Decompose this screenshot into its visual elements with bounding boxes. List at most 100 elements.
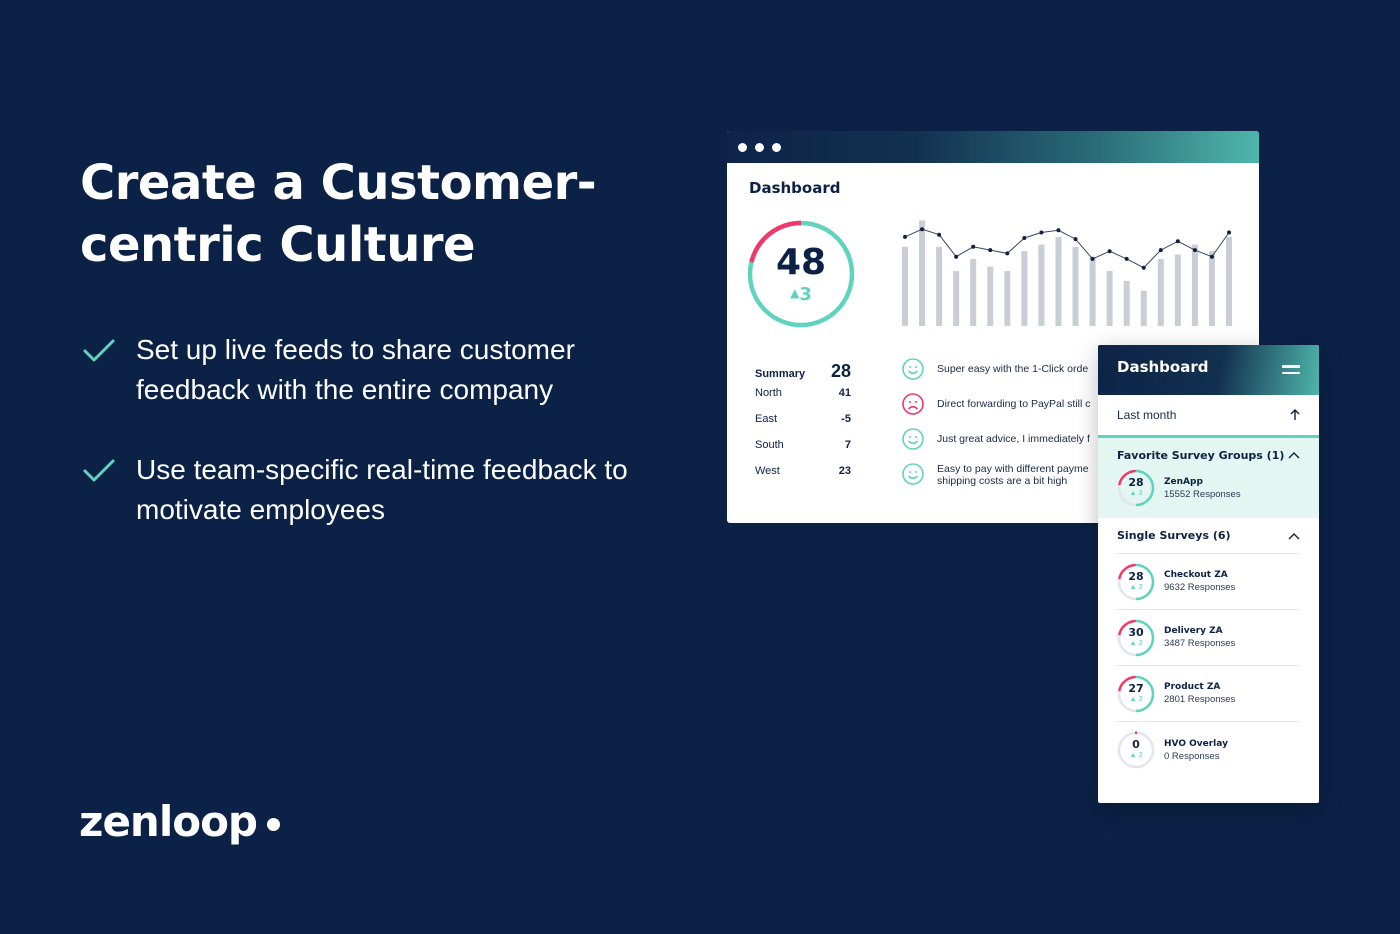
dashboard-window: Dashboard 48 ▲3 Summary 28 North 41 East -…: [727, 131, 1259, 523]
survey-item[interactable]: 27 ▲ 3 Product ZA 2801 Responses: [1117, 666, 1300, 722]
feedback-text: Easy to pay with different payme shippin…: [937, 463, 1089, 487]
favorite-groups-header[interactable]: Favorite Survey Groups (1): [1117, 438, 1300, 468]
summary-row: South 7: [755, 439, 851, 465]
chart-point: [1227, 230, 1231, 235]
chart-bar: [1004, 271, 1011, 326]
benefit-item: Use team-specific real-time feedback to …: [82, 450, 642, 530]
mini-score-gauge: 30 ▲ 3: [1117, 619, 1155, 657]
chart-point: [1022, 236, 1027, 240]
chart-point: [1141, 265, 1146, 270]
chart-bar: [970, 258, 977, 326]
survey-score: 0: [1132, 738, 1140, 751]
chart-point: [971, 244, 976, 249]
score-value: 48: [775, 242, 827, 283]
benefit-text: Set up live feeds to share customer feed…: [136, 334, 575, 405]
survey-name: Delivery ZA: [1164, 626, 1223, 636]
headline: Create a Customer-centric Culture: [80, 155, 597, 273]
mini-score-gauge: 27 ▲ 3: [1117, 675, 1155, 713]
region-label: North: [755, 387, 782, 399]
benefit-text: Use team-specific real-time feedback to …: [136, 454, 628, 525]
survey-item[interactable]: 28 ▲ 3 Checkout ZA 9632 Responses: [1117, 554, 1300, 610]
chart-bar: [936, 246, 943, 326]
chart-bar: [953, 271, 960, 326]
feedback-text: Super easy with the 1-Click orde: [937, 363, 1089, 375]
chevron-up-icon[interactable]: [1288, 451, 1300, 459]
mini-score-gauge: 28 ▲ 3: [1117, 469, 1155, 507]
chart-bar: [1174, 254, 1181, 326]
chart-point: [1209, 254, 1214, 259]
chart-point: [920, 227, 925, 232]
survey-score: 27: [1128, 681, 1144, 695]
mini-score-gauge: 28 ▲ 3: [1117, 563, 1155, 601]
sort-arrow-up-icon[interactable]: [1290, 409, 1300, 421]
chart-point: [1107, 249, 1112, 254]
survey-item[interactable]: 28 ▲ 3 ZenApp 15552 Responses: [1117, 468, 1300, 508]
window-titlebar: [727, 131, 1259, 163]
survey-delta: ▲ 3: [1129, 752, 1143, 759]
region-value: 41: [838, 387, 851, 399]
summary-label: Summary: [755, 368, 806, 380]
region-label: West: [755, 465, 780, 477]
score-delta: ▲3: [747, 284, 855, 305]
section-title: Single Surveys (6): [1117, 529, 1231, 542]
favorite-groups-section: Favorite Survey Groups (1) 28 ▲ 3 ZenApp…: [1098, 435, 1319, 518]
survey-name: HVO Overlay: [1164, 738, 1228, 749]
window-dot-icon[interactable]: [772, 143, 781, 152]
dashboard-title: Dashboard: [749, 179, 841, 197]
region-value: -5: [841, 413, 851, 425]
survey-score: 28: [1128, 569, 1144, 583]
feedback-item[interactable]: Super easy with the 1-Click orde: [901, 357, 1259, 392]
survey-delta: ▲ 3: [1129, 583, 1143, 591]
survey-delta-value: 3: [1138, 639, 1143, 647]
period-label: Last month: [1117, 408, 1177, 422]
logo-dot-icon: [267, 818, 281, 831]
chart-point: [1090, 256, 1095, 261]
gauge-ring-icon: [1117, 469, 1155, 507]
happy-face-icon: [902, 428, 924, 450]
score-gauge: 48 ▲3: [747, 220, 855, 328]
chart-point: [903, 234, 907, 239]
summary-row: Summary 28: [755, 361, 851, 387]
window-dot-icon[interactable]: [738, 143, 747, 152]
survey-name: ZenApp: [1164, 476, 1203, 487]
chart-point: [1073, 237, 1078, 242]
chart-point: [954, 254, 959, 259]
chart-line: [904, 228, 1230, 269]
single-surveys-section: Single Surveys (6) 28 ▲ 3 Checkout ZA 96…: [1098, 518, 1319, 778]
chart-bar: [1089, 256, 1096, 326]
hamburger-menu-icon[interactable]: [1282, 365, 1300, 377]
feedback-item[interactable]: Just great advice, I immediately f: [901, 427, 1259, 462]
survey-item[interactable]: 0 ▲ 3 HVO Overlay 0 Responses: [1117, 722, 1300, 778]
feedback-item[interactable]: Easy to pay with different payme shippin…: [901, 462, 1259, 497]
chart-bar: [1072, 246, 1079, 326]
single-surveys-header[interactable]: Single Surveys (6): [1117, 518, 1300, 554]
chevron-up-icon[interactable]: [1288, 532, 1300, 540]
survey-delta-value: 3: [1138, 583, 1143, 591]
region-label: South: [755, 439, 784, 451]
survey-responses: 9632 Responses: [1164, 582, 1236, 593]
happy-face-icon: [902, 358, 924, 380]
gauge-ring-icon: [1117, 675, 1155, 712]
chart-bar: [987, 266, 994, 326]
summary-value: 28: [830, 361, 851, 381]
survey-item[interactable]: 30 ▲ 3 Delivery ZA 3487 Responses: [1117, 610, 1300, 666]
period-selector[interactable]: Last month: [1098, 395, 1319, 435]
survey-score: 30: [1128, 625, 1144, 639]
benefit-list: Set up live feeds to share customer feed…: [82, 330, 642, 570]
survey-name: Product ZA: [1164, 682, 1221, 692]
up-arrow-icon: ▲: [790, 286, 800, 300]
chart-bar: [1055, 236, 1062, 326]
region-label: East: [755, 413, 778, 425]
gauge-ring-icon: [747, 220, 855, 328]
chart-bar: [902, 246, 908, 326]
chart-bar: [1106, 271, 1113, 326]
survey-score: 28: [1128, 476, 1144, 489]
chart-point: [1039, 230, 1044, 235]
feedback-item[interactable]: Direct forwarding to PayPal still c: [901, 392, 1259, 427]
window-dot-icon[interactable]: [755, 143, 764, 152]
chart-bar: [1140, 290, 1147, 326]
summary-row: North 41: [755, 387, 851, 413]
survey-delta-value: 3: [1138, 695, 1143, 703]
chart-point: [1192, 248, 1197, 253]
region-value: 23: [838, 465, 851, 477]
